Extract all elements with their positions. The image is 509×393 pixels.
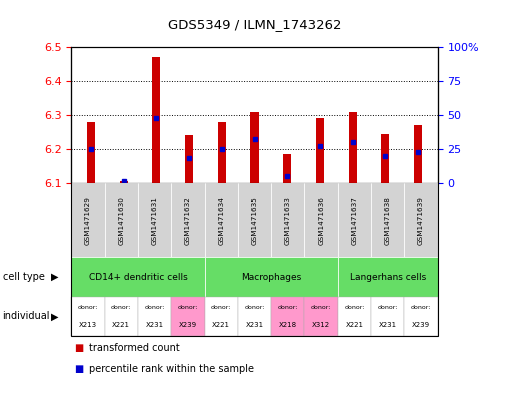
Text: donor:: donor: (378, 305, 398, 310)
Text: X239: X239 (179, 322, 197, 328)
Text: donor:: donor: (211, 305, 232, 310)
Bar (218, 122, 226, 183)
Text: GSM1471634: GSM1471634 (218, 196, 224, 244)
Text: GSM1471630: GSM1471630 (118, 196, 124, 244)
Text: donor:: donor: (344, 305, 364, 310)
Bar (316, 118, 324, 183)
Text: donor:: donor: (311, 305, 331, 310)
Text: donor:: donor: (78, 305, 98, 310)
Bar (152, 57, 160, 183)
Text: donor:: donor: (178, 305, 198, 310)
Bar (381, 134, 389, 183)
Text: X218: X218 (279, 322, 297, 328)
Text: donor:: donor: (277, 305, 298, 310)
Text: X231: X231 (379, 322, 397, 328)
Text: X221: X221 (112, 322, 130, 328)
Text: GSM1471633: GSM1471633 (285, 196, 291, 244)
Text: donor:: donor: (111, 305, 131, 310)
Text: donor:: donor: (145, 305, 165, 310)
Text: GSM1471631: GSM1471631 (152, 196, 158, 244)
Text: X221: X221 (346, 322, 363, 328)
Text: ■: ■ (74, 364, 83, 375)
Text: GSM1471632: GSM1471632 (185, 196, 191, 244)
Text: cell type: cell type (3, 272, 44, 282)
Bar (414, 125, 422, 183)
Text: GSM1471639: GSM1471639 (418, 196, 424, 244)
Bar (250, 112, 259, 183)
Text: Macrophages: Macrophages (241, 273, 301, 281)
Text: GSM1471638: GSM1471638 (385, 196, 391, 244)
Text: percentile rank within the sample: percentile rank within the sample (89, 364, 254, 375)
Text: donor:: donor: (244, 305, 265, 310)
Text: individual: individual (3, 311, 50, 321)
Text: GSM1471635: GSM1471635 (251, 196, 258, 244)
Text: Langerhans cells: Langerhans cells (350, 273, 426, 281)
Bar (87, 122, 95, 183)
Text: transformed count: transformed count (89, 343, 180, 353)
Bar (283, 154, 291, 183)
Text: X312: X312 (312, 322, 330, 328)
Text: X213: X213 (79, 322, 97, 328)
Text: X231: X231 (146, 322, 163, 328)
Text: GSM1471636: GSM1471636 (318, 196, 324, 244)
Text: GDS5349 / ILMN_1743262: GDS5349 / ILMN_1743262 (168, 18, 341, 31)
Text: X221: X221 (212, 322, 230, 328)
Bar (185, 135, 193, 183)
Text: GSM1471629: GSM1471629 (85, 196, 91, 244)
Text: ▶: ▶ (51, 311, 59, 321)
Text: ■: ■ (74, 343, 83, 353)
Bar (349, 112, 357, 183)
Bar (120, 181, 128, 183)
Text: X231: X231 (245, 322, 264, 328)
Text: X239: X239 (412, 322, 430, 328)
Text: GSM1471637: GSM1471637 (351, 196, 357, 244)
Text: ▶: ▶ (51, 272, 59, 282)
Text: CD14+ dendritic cells: CD14+ dendritic cells (89, 273, 187, 281)
Text: donor:: donor: (411, 305, 431, 310)
